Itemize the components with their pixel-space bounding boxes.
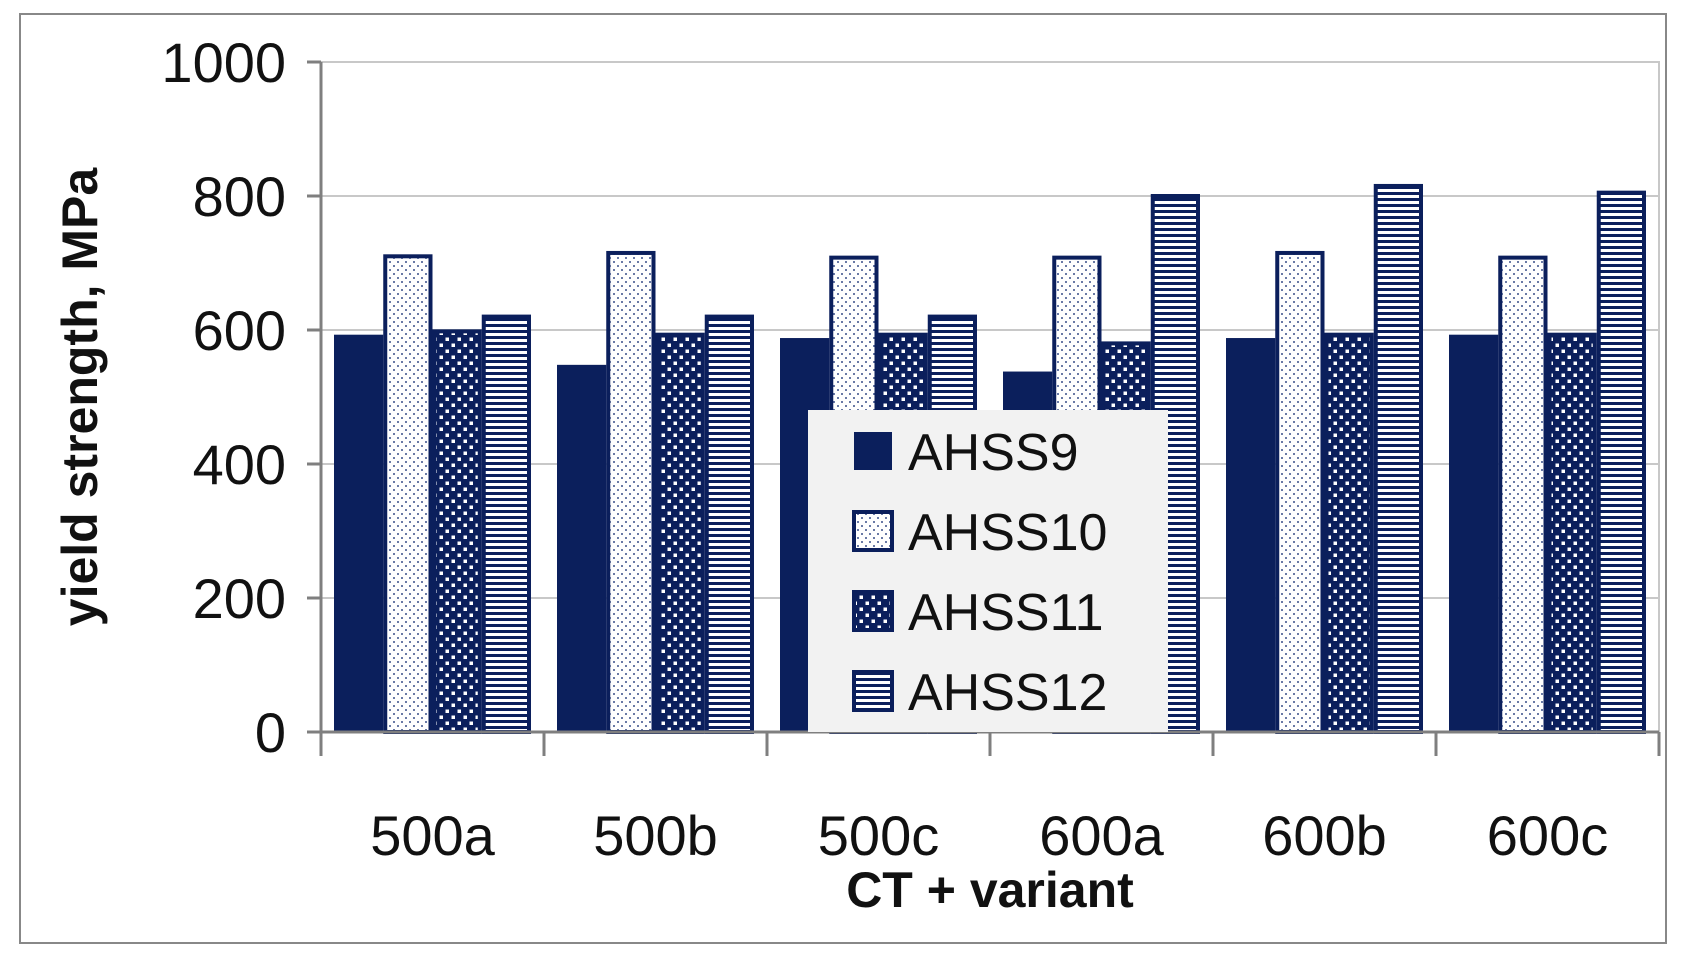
legend-swatch-ahss11 bbox=[852, 590, 894, 632]
x-axis-title: CT + variant bbox=[846, 862, 1134, 918]
legend: AHSS9 AHSS10 AHSS11 AHSS12 bbox=[808, 410, 1168, 732]
bar-ahss12-600b bbox=[1373, 183, 1423, 734]
legend-label-ahss10: AHSS10 bbox=[908, 504, 1107, 562]
x-tick-label-500c: 500c bbox=[818, 804, 939, 867]
bar-ahss11-600c bbox=[1547, 332, 1597, 734]
x-tick-label-600b: 600b bbox=[1262, 804, 1387, 867]
bar-ahss9-600b bbox=[1226, 338, 1276, 732]
y-tick-label-0: 0 bbox=[255, 701, 286, 764]
bar-ahss11-500b bbox=[655, 332, 705, 734]
bar-ahss12-600c bbox=[1596, 190, 1646, 734]
bar-ahss11-500a bbox=[432, 329, 482, 734]
bar-ahss12-500a bbox=[481, 314, 531, 734]
bar-ahss10-500a bbox=[383, 254, 433, 734]
bar-ahss10-600c bbox=[1498, 255, 1548, 734]
legend-swatch-ahss10 bbox=[852, 510, 894, 552]
legend-label-ahss9: AHSS9 bbox=[908, 424, 1079, 482]
bar-ahss10-600b bbox=[1275, 250, 1325, 734]
x-tick-label-600a: 600a bbox=[1039, 804, 1164, 867]
y-axis-title: yield strength, MPa bbox=[52, 167, 108, 627]
bar-ahss12-500b bbox=[704, 314, 754, 734]
legend-label-ahss12: AHSS12 bbox=[908, 664, 1107, 722]
legend-label-ahss11: AHSS11 bbox=[908, 584, 1104, 642]
y-tick-label-600: 600 bbox=[193, 299, 286, 362]
legend-swatch-ahss9 bbox=[854, 432, 892, 470]
legend-swatch-ahss12 bbox=[852, 670, 894, 712]
y-tick-label-200: 200 bbox=[193, 567, 286, 630]
x-tick-label-600c: 600c bbox=[1487, 804, 1608, 867]
y-tick-label-800: 800 bbox=[193, 165, 286, 228]
x-tick-label-500b: 500b bbox=[593, 804, 718, 867]
bar-ahss11-600b bbox=[1324, 332, 1374, 734]
y-tick-label-400: 400 bbox=[193, 433, 286, 496]
bar-ahss9-600c bbox=[1449, 334, 1499, 732]
x-tick-labels: 500a 500b 500c 600a 600b 600c bbox=[370, 804, 1608, 867]
bar-ahss9-500b bbox=[557, 364, 607, 732]
bar-ahss9-500a bbox=[334, 334, 384, 732]
x-tick-label-500a: 500a bbox=[370, 804, 495, 867]
y-tick-label-1000: 1000 bbox=[161, 31, 286, 94]
y-tick-labels: 0 200 400 600 800 1000 bbox=[161, 31, 286, 764]
bar-ahss10-500b bbox=[606, 250, 656, 734]
